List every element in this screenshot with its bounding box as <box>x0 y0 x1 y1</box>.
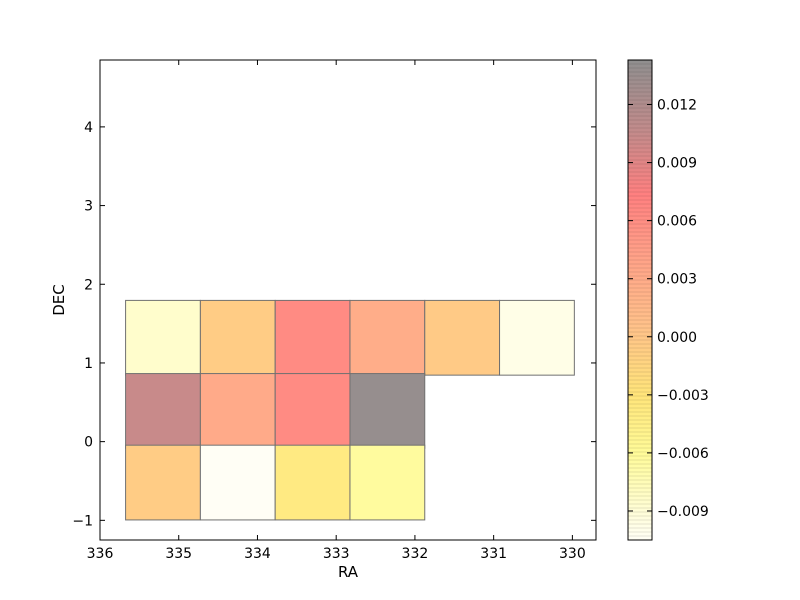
x-tick-label: 333 <box>323 546 350 562</box>
colorbar-tick-label: 0.000 <box>657 330 697 346</box>
y-tick-label: 2 <box>84 277 93 293</box>
heatmap-cell <box>274 373 351 449</box>
x-tick-label: 332 <box>402 546 429 562</box>
y-tick-label: 0 <box>84 435 93 451</box>
heatmap-cell <box>274 299 351 376</box>
colorbar-tick-label: 0.009 <box>657 156 697 172</box>
heatmap-cell <box>125 373 201 449</box>
heatmap-cell <box>125 444 201 521</box>
colorbar <box>628 60 652 540</box>
colorbar-tick-label: −0.006 <box>657 446 709 462</box>
colorbar-tick-label: 0.003 <box>657 272 697 288</box>
x-tick-label: 336 <box>87 546 114 562</box>
x-axis-label: RA <box>338 563 359 581</box>
colorbar-tick-label: 0.006 <box>657 214 697 230</box>
x-tick-label: 335 <box>165 546 192 562</box>
heatmap-cell <box>349 299 426 376</box>
heatmap-cell <box>274 444 351 521</box>
y-axis-label: DEC <box>50 284 68 316</box>
x-tick-label: 331 <box>480 546 507 562</box>
heatmap-cell <box>199 373 276 449</box>
heatmap-cell <box>125 299 201 376</box>
colorbar-tick-label: −0.009 <box>657 504 709 520</box>
heatmap-cell <box>199 444 276 521</box>
x-tick-label: 330 <box>559 546 586 562</box>
heatmap-cell <box>424 299 501 376</box>
colorbar-axis: −0.009 −0.006 −0.003 0.000 0.003 0.006 0.009 0.… <box>628 98 709 520</box>
heatmap-cell <box>499 299 575 376</box>
colorbar-tick-label: 0.012 <box>657 98 697 114</box>
heatmap-cell <box>349 373 426 449</box>
y-tick-label: 4 <box>84 120 93 136</box>
y-tick-label: 3 <box>84 199 93 215</box>
colorbar-lines <box>628 63 652 537</box>
colorbar-frame <box>627 59 653 541</box>
heatmap-cells <box>125 299 575 521</box>
y-axis: −1 0 1 2 3 4 <box>72 120 596 529</box>
y-tick-label: −1 <box>72 513 93 529</box>
colorbar-tick-label: −0.003 <box>657 388 709 404</box>
x-axis: 336 335 334 333 332 331 330 <box>87 60 586 562</box>
heatmap-cell <box>199 299 276 376</box>
plot-frame <box>99 59 597 541</box>
y-tick-label: 1 <box>84 356 93 372</box>
heatmap-cell <box>349 444 426 521</box>
x-tick-label: 334 <box>244 546 271 562</box>
